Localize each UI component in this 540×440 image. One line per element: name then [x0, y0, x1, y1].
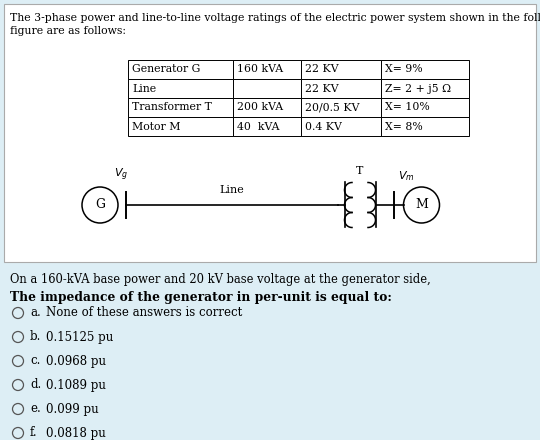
Bar: [233, 60, 301, 79]
Text: $V_g$: $V_g$: [114, 167, 128, 183]
Text: Line: Line: [132, 84, 156, 93]
Text: G: G: [95, 198, 105, 212]
Bar: [233, 117, 301, 136]
Bar: [4, 4, 536, 262]
Text: b.: b.: [30, 330, 42, 344]
Text: 0.15125 pu: 0.15125 pu: [46, 330, 113, 344]
Text: d.: d.: [30, 378, 41, 392]
Bar: [301, 117, 381, 136]
Bar: [301, 98, 381, 117]
Bar: [128, 117, 233, 136]
Text: 0.099 pu: 0.099 pu: [46, 403, 99, 415]
Text: T: T: [356, 166, 363, 176]
Text: Z= 2 + j5 Ω: Z= 2 + j5 Ω: [385, 84, 451, 93]
Text: a.: a.: [30, 307, 40, 319]
Bar: [381, 98, 469, 117]
Text: 20/0.5 KV: 20/0.5 KV: [305, 103, 360, 113]
Text: 160 kVA: 160 kVA: [237, 65, 283, 74]
Text: Generator G: Generator G: [132, 65, 200, 74]
Text: 0.1089 pu: 0.1089 pu: [46, 378, 106, 392]
Text: c.: c.: [30, 355, 40, 367]
Text: figure are as follows:: figure are as follows:: [10, 26, 126, 36]
Bar: [128, 60, 233, 79]
Text: Motor M: Motor M: [132, 121, 180, 132]
Text: X= 10%: X= 10%: [385, 103, 430, 113]
Text: 0.0818 pu: 0.0818 pu: [46, 426, 106, 440]
Text: M: M: [415, 198, 428, 212]
Text: None of these answers is correct: None of these answers is correct: [46, 307, 242, 319]
Text: The impedance of the generator in per-unit is equal to:: The impedance of the generator in per-un…: [10, 291, 392, 304]
Bar: [381, 60, 469, 79]
Bar: [128, 98, 233, 117]
Text: Transformer T: Transformer T: [132, 103, 212, 113]
Bar: [128, 79, 233, 98]
Bar: [233, 98, 301, 117]
Text: f.: f.: [30, 426, 38, 440]
Text: X= 8%: X= 8%: [385, 121, 423, 132]
Bar: [301, 79, 381, 98]
Text: 22 KV: 22 KV: [305, 84, 339, 93]
Bar: [301, 60, 381, 79]
Bar: [233, 79, 301, 98]
Bar: [381, 117, 469, 136]
Text: X= 9%: X= 9%: [385, 65, 423, 74]
Text: 40  kVA: 40 kVA: [237, 121, 280, 132]
Text: 200 kVA: 200 kVA: [237, 103, 283, 113]
Text: The 3-phase power and line-to-line voltage ratings of the electric power system : The 3-phase power and line-to-line volta…: [10, 13, 540, 23]
Text: 22 KV: 22 KV: [305, 65, 339, 74]
Text: e.: e.: [30, 403, 40, 415]
Text: 0.0968 pu: 0.0968 pu: [46, 355, 106, 367]
Text: On a 160-kVA base power and 20 kV base voltage at the generator side,: On a 160-kVA base power and 20 kV base v…: [10, 273, 431, 286]
Text: 0.4 KV: 0.4 KV: [305, 121, 342, 132]
Text: Line: Line: [220, 185, 245, 195]
Bar: [381, 79, 469, 98]
Text: $V_m$: $V_m$: [397, 169, 414, 183]
